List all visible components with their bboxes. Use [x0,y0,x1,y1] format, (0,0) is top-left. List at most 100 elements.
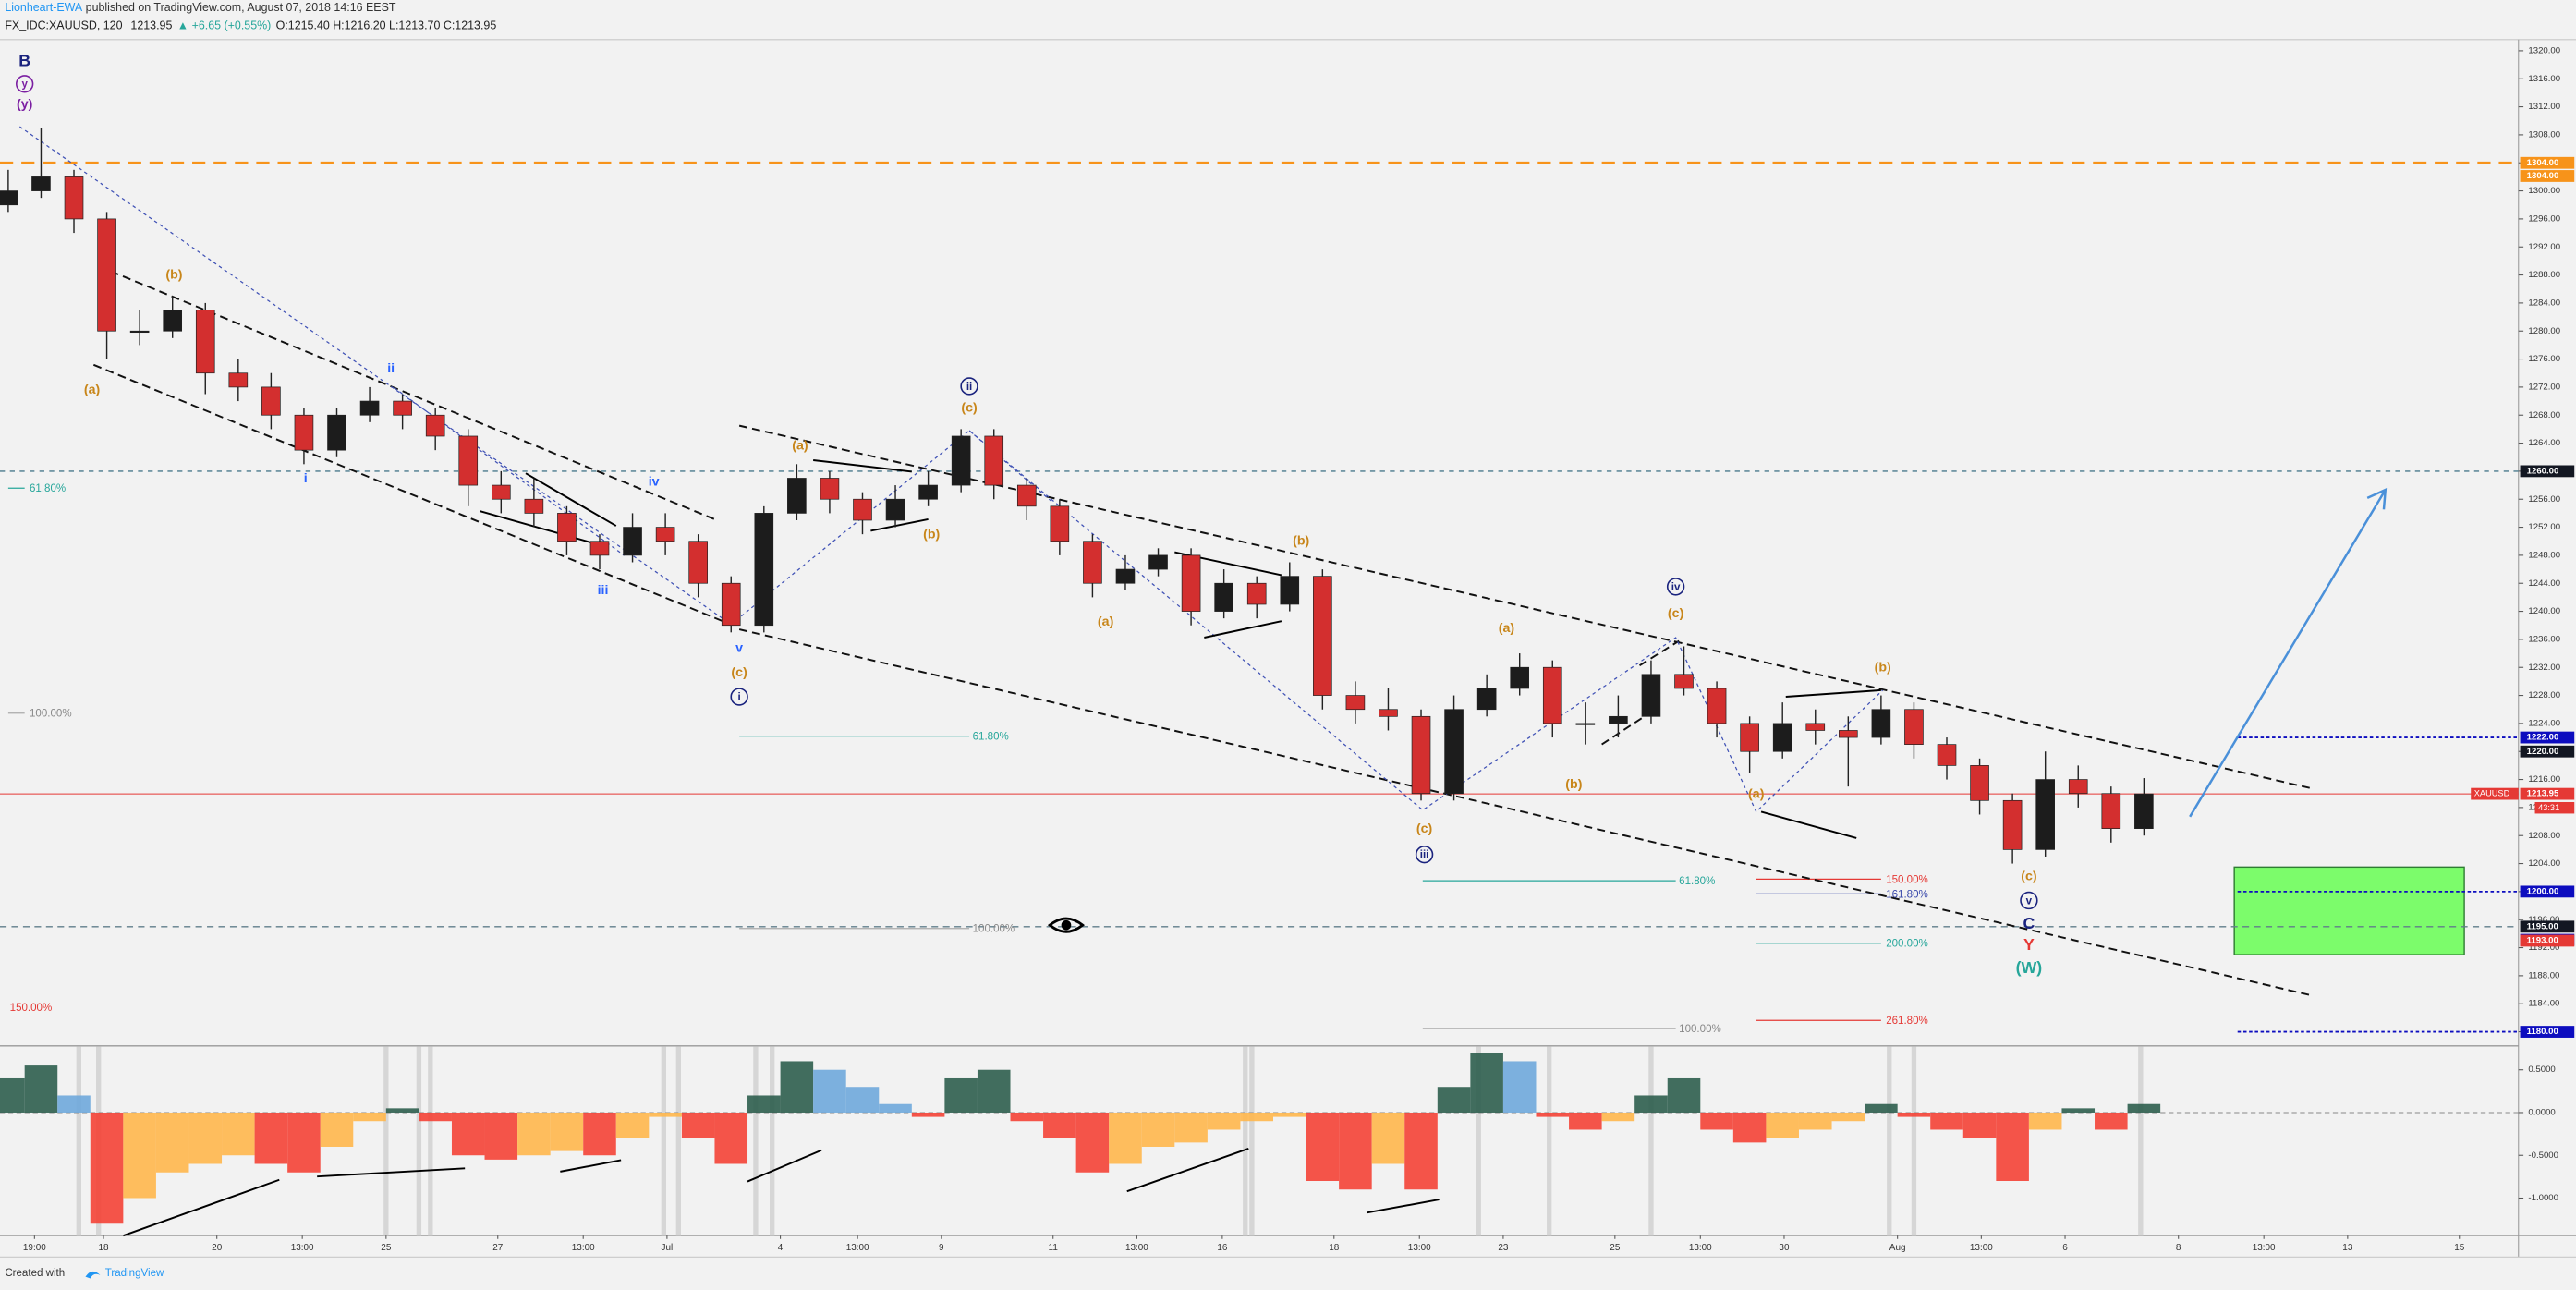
y-tick-label: 1224.00 [2528,718,2560,728]
y-tick-label: 1276.00 [2528,354,2560,364]
osc-bar [845,1087,880,1113]
y-tick-label: 1192.00 [2528,943,2559,953]
x-tick-label: 18 [1329,1243,1340,1253]
x-tick-label: 20 [212,1243,223,1253]
price-label-box [2520,787,2575,800]
annotation: (a) [84,383,101,397]
y-tick-label: 1196.00 [2528,915,2559,925]
candle-body [1839,730,1858,738]
x-tick-label: 19:00 [23,1243,46,1253]
price-label: 1222.00 [2527,733,2559,743]
annotation: v [2026,895,2033,907]
osc-bar [1766,1112,1799,1138]
session-break [383,1046,389,1236]
y-tick-label: 1188.00 [2528,970,2559,980]
footer-brand[interactable]: TradingView [105,1268,164,1279]
annotation: (a) [1098,615,1114,629]
candle-body [2068,779,2088,795]
candle-body [1740,723,1759,752]
candle-body [1805,723,1826,731]
tv-logo[interactable]: TradingView [85,1268,164,1279]
annotation: 100.00% [1679,1024,1721,1035]
symbol: FX_IDC:XAUUSD, 120 [5,19,122,32]
annotation: 100.00% [973,924,1015,935]
annotation: i [738,692,741,703]
annotation: B [18,51,30,69]
y-tick-label: 1252.00 [2528,522,2560,532]
osc-bar [1010,1112,1044,1122]
candle-body [1115,568,1136,584]
candle-body [787,478,807,514]
osc-bar [1109,1112,1142,1164]
price-label-box [2520,156,2575,169]
header-line-1: Lionheart-EWA published on TradingView.c… [5,1,396,14]
y-tick-label: 1248.00 [2528,550,2560,560]
osc-bar [1700,1112,1733,1130]
author[interactable]: Lionheart-EWA [5,1,83,14]
osc-bar [155,1112,189,1173]
candle-body [688,541,708,584]
x-tick-label: 13:00 [1125,1243,1148,1253]
annotation: 61.80% [973,732,1009,743]
wave-circle [15,75,34,93]
candle-body [228,372,249,388]
x-tick-label: 6 [2062,1243,2068,1253]
countdown-box [2534,801,2575,814]
annotation: C [2023,914,2035,932]
session-break [416,1046,422,1236]
candle-body [524,498,544,514]
osc-bar [484,1112,518,1160]
price-label-box [2520,885,2575,898]
candle-body [623,527,642,556]
annotation: (a) [792,439,808,454]
osc-bar [944,1077,978,1113]
projection-arrow [2189,489,2387,818]
y-tick-label: 1296.00 [2528,213,2560,224]
x-tick-label: 23 [1498,1243,1509,1253]
osc-tick-label: -0.5000 [2528,1150,2558,1161]
osc-bar [90,1112,124,1224]
x-tick-label: 30 [1779,1243,1790,1253]
trend-line [1126,1148,1249,1193]
y-tick-label: 1300.00 [2528,186,2560,196]
x-tick-label: 11 [1049,1243,1059,1253]
annotation: ii [387,361,395,376]
osc-bar [1075,1112,1110,1173]
annotation: (b) [165,268,182,283]
eye-icon[interactable] [1047,917,1086,933]
annotation: iii [598,583,609,598]
candle-body [984,435,1004,486]
annotation: i [304,471,308,486]
annotation: (b) [923,528,940,542]
annotation: (c) [731,665,747,680]
y-tick-label: 1272.00 [2528,382,2560,392]
annotation: (c) [961,401,978,416]
channel-line [738,424,2314,790]
price-label-box [2520,934,2575,947]
candle-body [1674,674,1694,689]
x-tick-label: 13:00 [2253,1243,2276,1253]
osc-bar [714,1112,748,1164]
osc-bar [1240,1112,1273,1122]
y-tick-label: 1216.00 [2528,774,2560,785]
price-label: 1213.95 [2527,789,2559,799]
osc-tick-label: 0.5000 [2528,1065,2555,1075]
osc-bar [1865,1103,1898,1113]
session-break [661,1046,667,1236]
price-label: 1195.00 [2527,921,2558,931]
osc-tick-label: -1.0000 [2528,1193,2558,1203]
candle-body [393,400,412,416]
channel-line [98,265,715,520]
candle-body [1970,765,1989,801]
annotation: 61.80% [30,483,66,494]
session-break [428,1046,433,1236]
candle-body [1641,674,1661,717]
trend-line [123,1178,280,1237]
osc-bar [615,1112,650,1138]
osc-bar [1141,1112,1175,1147]
price-label-box [2520,465,2575,478]
osc-bar [2095,1112,2128,1130]
osc-bar [1962,1112,1997,1138]
